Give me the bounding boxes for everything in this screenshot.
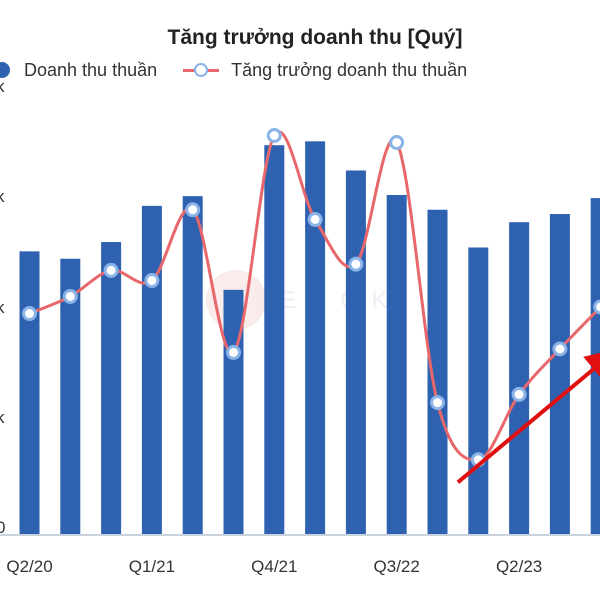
bar bbox=[427, 209, 448, 534]
bar bbox=[60, 258, 81, 534]
y-tick-label: k bbox=[0, 77, 5, 96]
x-tick-label: Q3/22 bbox=[374, 557, 420, 576]
x-tick-label: Q2/20 bbox=[6, 557, 52, 576]
bar bbox=[549, 214, 570, 534]
bar bbox=[182, 196, 203, 534]
line-point bbox=[389, 134, 405, 150]
legend-item-bar[interactable]: Doanh thu thuần bbox=[0, 60, 157, 81]
line-point bbox=[144, 273, 160, 289]
line-point bbox=[307, 211, 323, 227]
bar bbox=[386, 194, 407, 535]
line-point bbox=[511, 386, 527, 402]
line-point bbox=[430, 395, 445, 411]
x-tick-label: Q1/21 bbox=[129, 557, 175, 576]
bar bbox=[509, 222, 530, 534]
line-point bbox=[62, 288, 78, 304]
legend-line-label: Tăng trưởng doanh thu thuần bbox=[231, 59, 468, 80]
legend-bar-swatch bbox=[0, 62, 10, 78]
bar bbox=[305, 141, 326, 535]
line-point bbox=[266, 127, 282, 143]
annotations bbox=[456, 348, 600, 484]
legend-item-line[interactable]: Tăng trưởng doanh thu thuần bbox=[183, 60, 467, 81]
chart-title: Tăng trưởng doanh thu [Quý] bbox=[167, 26, 463, 49]
legend-line-swatch bbox=[183, 63, 220, 77]
y-tick-label: k bbox=[0, 187, 5, 206]
bar bbox=[264, 145, 285, 534]
line-point bbox=[103, 262, 119, 278]
bar bbox=[101, 242, 122, 534]
x-tick-label: Q4/21 bbox=[251, 557, 297, 576]
line-point bbox=[22, 306, 37, 322]
legend-bar-label: Doanh thu thuần bbox=[24, 59, 158, 80]
line-point bbox=[348, 256, 364, 272]
bar bbox=[345, 170, 366, 535]
y-tick-label: 0 bbox=[0, 518, 5, 537]
x-tick-label: Q2/23 bbox=[496, 557, 542, 576]
svg-text:ESCK: ESCK bbox=[280, 287, 401, 314]
legend: Doanh thu thuần Tăng trưởng doanh thu th… bbox=[0, 58, 493, 82]
line-point bbox=[552, 341, 568, 357]
x-axis: Q2/20 Q1/21 Q4/21 Q3/22 Q2/23 bbox=[6, 557, 542, 576]
bar-series bbox=[19, 141, 600, 535]
y-tick-label: k bbox=[0, 408, 5, 427]
bar bbox=[468, 247, 489, 534]
line-point bbox=[226, 344, 241, 360]
trend-arrow bbox=[456, 348, 600, 484]
line-points bbox=[22, 127, 600, 468]
line-point bbox=[593, 299, 600, 315]
line-point bbox=[185, 202, 201, 218]
bar bbox=[19, 251, 40, 534]
y-axis: k k k k 0 bbox=[0, 77, 5, 537]
y-tick-label: k bbox=[0, 298, 5, 317]
bar bbox=[141, 205, 162, 534]
